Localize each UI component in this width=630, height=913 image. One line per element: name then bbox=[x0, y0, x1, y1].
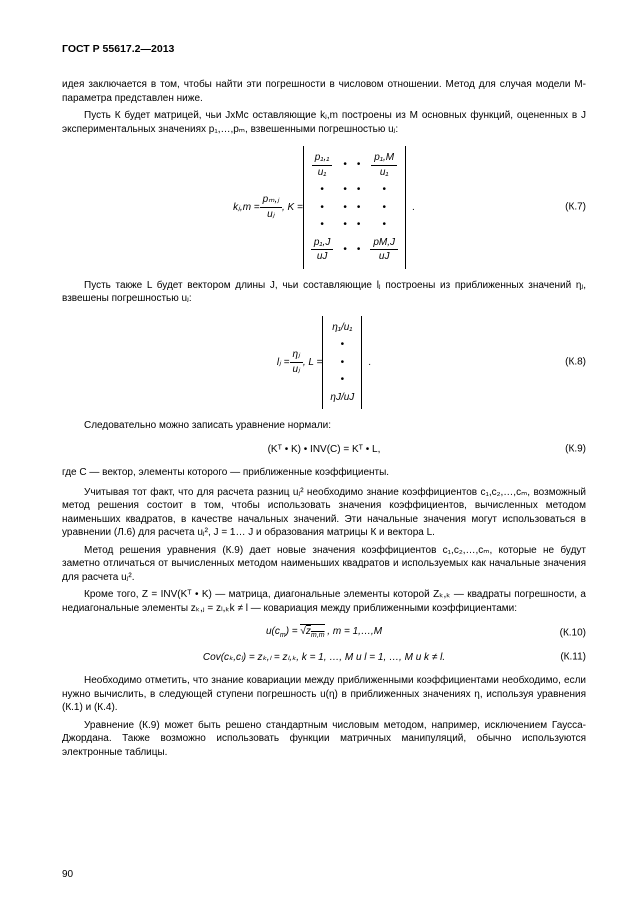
eq-expr: Cov(cₖ,cₗ) = zₖ,ₗ = zₗ,ₖ, k = 1, …, M и … bbox=[203, 651, 445, 665]
eq-mid: , K = bbox=[282, 201, 303, 215]
equation-number: (К.11) bbox=[560, 651, 586, 665]
paragraph: Учитывая тот факт, что для расчета разни… bbox=[62, 486, 586, 540]
eq-expr: u(cm) = √zm,m , m = 1,…,M bbox=[266, 625, 382, 640]
page-number: 90 bbox=[62, 868, 73, 882]
paragraph: где С — вектор, элементы которого — приб… bbox=[62, 466, 586, 480]
eq-expr: (Kᵀ • K) • INV(C) = Kᵀ • L, bbox=[268, 443, 381, 457]
paragraph: Метод решения уравнения (К.9) дает новые… bbox=[62, 544, 586, 585]
paragraph: Необходимо отметить, что знание ковариац… bbox=[62, 674, 586, 715]
equation-k7: kⱼ,m = pₘ,ⱼ uⱼ , K = p₁,₁u₁••p₁,Mu₁ ••••… bbox=[62, 146, 586, 269]
equation-number: (К.9) bbox=[565, 443, 586, 457]
eq-left: lⱼ = bbox=[277, 356, 290, 370]
equation-number: (К.10) bbox=[560, 626, 586, 640]
paragraph: Уравнение (К.9) может быть решено станда… bbox=[62, 719, 586, 760]
paragraph: Пусть К будет матрицей, чьи JxMс оставля… bbox=[62, 109, 586, 136]
equation-number: (К.8) bbox=[565, 356, 586, 370]
paragraph: Кроме того, Z = INV(Kᵀ • K) — матрица, д… bbox=[62, 588, 586, 615]
paragraph: Пусть также L будет вектором длины J, чь… bbox=[62, 279, 586, 306]
equation-k8: lⱼ = ηⱼ uⱼ , L = η₁/u₁ • • • ηJ/uJ . (К.… bbox=[62, 316, 586, 410]
paragraph: идея заключается в том, чтобы найти эти … bbox=[62, 78, 586, 105]
eq-trail: . bbox=[368, 356, 371, 370]
eq-left: kⱼ,m = bbox=[233, 201, 259, 215]
equation-k10: u(cm) = √zm,m , m = 1,…,M (К.10) bbox=[62, 625, 586, 640]
paragraph: Следовательно можно записать уравнение н… bbox=[62, 419, 586, 433]
equation-k9: (Kᵀ • K) • INV(C) = Kᵀ • L, (К.9) bbox=[62, 443, 586, 457]
equation-k11: Cov(cₖ,cₗ) = zₖ,ₗ = zₗ,ₖ, k = 1, …, M и … bbox=[62, 651, 586, 665]
eq-trail: . bbox=[412, 201, 415, 215]
eq-frac: ηⱼ uⱼ bbox=[290, 348, 303, 376]
equation-number: (К.7) bbox=[565, 201, 586, 215]
vector-L: η₁/u₁ • • • ηJ/uJ bbox=[322, 316, 362, 410]
document-header: ГОСТ Р 55617.2—2013 bbox=[62, 42, 586, 56]
eq-frac: pₘ,ⱼ uⱼ bbox=[260, 193, 282, 221]
page: ГОСТ Р 55617.2—2013 идея заключается в т… bbox=[0, 0, 630, 913]
matrix-K: p₁,₁u₁••p₁,Mu₁ •••• •••• •••• p₁,JuJ••pM… bbox=[303, 146, 406, 269]
eq-mid: , L = bbox=[303, 356, 323, 370]
